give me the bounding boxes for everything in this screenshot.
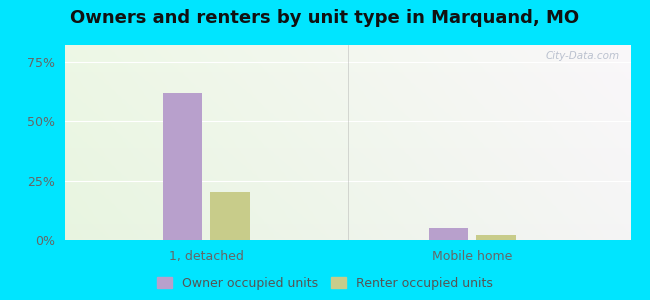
Text: City-Data.com: City-Data.com — [545, 51, 619, 61]
Bar — [211, 192, 250, 240]
Bar — [476, 235, 515, 240]
Text: Owners and renters by unit type in Marquand, MO: Owners and renters by unit type in Marqu… — [70, 9, 580, 27]
Bar — [428, 228, 468, 240]
Legend: Owner occupied units, Renter occupied units: Owner occupied units, Renter occupied un… — [153, 273, 497, 294]
Bar — [163, 93, 202, 240]
